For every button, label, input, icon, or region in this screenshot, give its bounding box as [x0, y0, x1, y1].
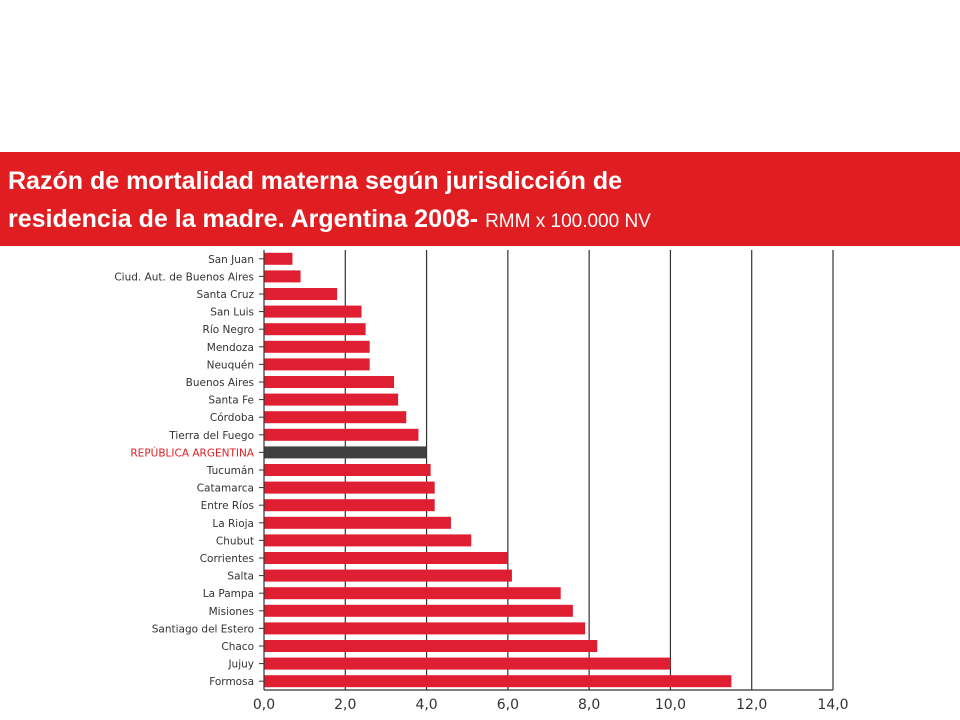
category-label-14: Catamarca [197, 483, 254, 495]
category-label-3: Santa Cruz [197, 289, 255, 301]
category-label-5: Río Negro [203, 324, 254, 336]
bar-8 [264, 376, 395, 388]
category-label-13: Tucumán [206, 465, 254, 477]
bar-22 [264, 622, 586, 635]
bar-13 [264, 464, 431, 476]
category-label-2: Ciud. Aut. de Buenos Aires [114, 271, 254, 283]
bar-6 [264, 340, 370, 353]
bar-chart: San Juan Ciud. Aut. de Buenos Aires Santa … [114, 250, 849, 713]
bar-5 [264, 323, 366, 336]
title-banner: Razón de mortalidad materna según jurisd… [0, 152, 960, 246]
bar-3 [264, 288, 338, 300]
bar-11 [264, 428, 419, 441]
category-label-4: San Luis [210, 307, 254, 319]
bar-16 [264, 516, 451, 529]
x-tick-label-3: 4,0 [415, 697, 437, 713]
bar-21 [264, 604, 573, 617]
category-label-23: Chaco [221, 641, 254, 653]
x-tick-label-5: 8,0 [578, 697, 600, 713]
x-tick-label-1: 0,0 [253, 697, 275, 713]
category-label-24: Jujuy [227, 659, 254, 671]
x-tick-label-4: 6,0 [497, 697, 519, 713]
category-label-7: Neuquén [207, 359, 254, 371]
bar-24 [264, 657, 671, 670]
category-label-17: Chubut [216, 535, 254, 547]
bar-1 [264, 252, 293, 265]
category-label-1: San Juan [208, 254, 254, 266]
chart-title-line-2: residencia de la madre. Argentina 2008- … [8, 200, 960, 241]
chart-title-main: residencia de la madre. Argentina 2008- [8, 205, 479, 233]
bar-18 [264, 552, 508, 564]
bar-10 [264, 411, 407, 424]
bar-14 [264, 481, 435, 494]
category-label-15: Entre Ríos [201, 500, 254, 512]
chart-title-unit: RMM x 100.000 NV [485, 211, 651, 232]
x-tick-label-6: 10,0 [655, 697, 686, 713]
category-label-25: Formosa [209, 676, 254, 688]
category-label-9: Santa Fe [208, 395, 254, 407]
chart-title-line-1: Razón de mortalidad materna según jurisd… [8, 167, 623, 195]
category-label-18: Corrientes [200, 553, 254, 565]
category-label-22: Santiago del Estero [152, 623, 254, 635]
bar-20 [264, 587, 561, 600]
bar-12 [264, 446, 427, 459]
category-label-12: REPÚBLICA ARGENTINA [130, 446, 254, 459]
category-label-21: Misiones [209, 606, 254, 618]
bar-23 [264, 640, 598, 652]
category-label-8: Buenos Aires [186, 377, 254, 389]
category-label-11: Tierra del Fuego [168, 430, 254, 442]
bar-17 [264, 534, 472, 547]
bar-7 [264, 358, 370, 371]
x-tick-label-8: 14,0 [817, 697, 848, 713]
bar-2 [264, 270, 301, 283]
category-label-6: Mendoza [207, 342, 254, 354]
bar-25 [264, 675, 732, 688]
bar-15 [264, 499, 435, 512]
x-tick-label-2: 2,0 [334, 697, 356, 713]
bar-19 [264, 569, 512, 582]
category-label-20: La Pampa [203, 588, 254, 600]
x-tick-label-7: 12,0 [736, 697, 767, 713]
category-label-19: Salta [227, 571, 254, 583]
bar-4 [264, 305, 362, 318]
category-label-10: Córdoba [210, 412, 254, 424]
category-label-16: La Rioja [212, 518, 254, 530]
bar-9 [264, 393, 399, 406]
